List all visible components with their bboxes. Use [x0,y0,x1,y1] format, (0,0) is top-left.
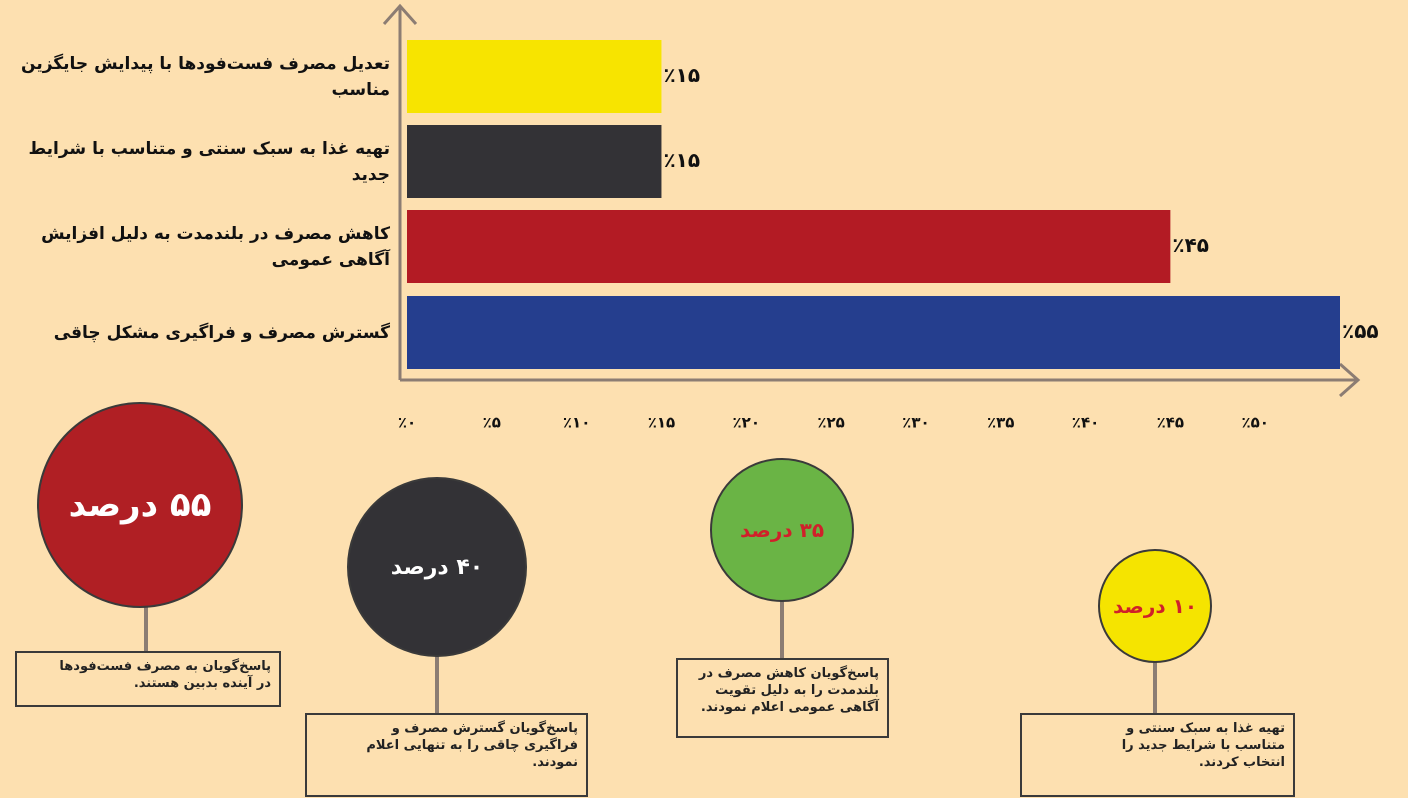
caption-line: انتخاب کردند. [1198,755,1285,770]
callout-caption: پاسخ‌گویان کاهش مصرف در بلندمدت را به دلی… [676,658,889,738]
callout-circle: ۵۵ درصد [37,402,243,608]
value-label: ٪۱۵ [663,63,700,87]
bar [407,40,662,113]
category-label: کاهش مصرف در بلندمدت به دلیل افزایش آگاه… [41,223,390,270]
callout-circle: ۳۵ درصد [710,458,854,602]
value-label: ٪۵۵ [1342,319,1379,343]
caption-line: فراگیری چاقی را به تنهایی اعلام [366,738,578,753]
x-tick-label: ٪۳۵ [987,414,1014,432]
caption-line: متناسب با شرایط جدید را [1121,738,1285,753]
bar [407,210,1171,283]
caption-line: آگاهی عمومی اعلام نمودند. [700,700,879,715]
caption-line: تهیه غذا به سبک سنتی و [1126,721,1285,736]
caption-line: پاسخ‌گویان به مصرف فست‌فودها [59,659,271,674]
x-tick-label: ٪۴۵ [1157,414,1184,432]
callout-caption: تهیه غذا به سبک سنتی و متناسب با شرایط جد… [1020,713,1295,797]
caption-line: در آینده بدبین هستند. [133,676,271,691]
caption-line: بلندمدت را به دلیل تقویت [715,683,879,698]
x-tick-label: ٪۳۰ [902,414,929,432]
x-tick-label: ٪۴۰ [1072,414,1099,432]
x-tick-label: ٪۲۰ [733,414,760,432]
x-tick-label: ٪۵۰ [1241,414,1268,432]
axes [382,3,1361,398]
stems [144,600,1157,714]
value-label: ٪۱۵ [663,148,700,172]
caption-line: پاسخ‌گویان کاهش مصرف در [698,666,879,681]
caption-line: نمودند. [532,755,578,770]
callout-circle: ۴۰ درصد [347,477,527,657]
x-tick-label: ٪۵ [483,414,501,432]
callout-circle: ۱۰ درصد [1098,549,1212,663]
category-label: گسترش مصرف و فراگیری مشکل چاقی [53,322,390,343]
bar [407,125,662,198]
x-tick-label: ٪۱۵ [648,414,675,432]
y-axis-arrow [382,3,418,25]
callout-caption: پاسخ‌گویان به مصرف فست‌فودها در آینده بدب… [15,651,281,707]
x-axis-arrow [1339,362,1361,398]
bar [407,296,1340,369]
x-tick-label: ٪۱۰ [563,414,590,432]
caption-line: پاسخ‌گویان گسترش مصرف و [391,721,578,736]
x-tick-label: ٪۲۵ [817,414,844,432]
category-label: تعدیل مصرف فست‌فودها با پیدایش جایگزین م… [21,53,390,100]
callout-caption: پاسخ‌گویان گسترش مصرف و فراگیری چاقی را ب… [305,713,588,797]
value-label: ٪۴۵ [1172,233,1209,257]
category-label: تهیه غذا به سبک سنتی و متناسب با شرایط ج… [28,138,390,185]
x-tick-label: ٪۰ [398,414,416,432]
